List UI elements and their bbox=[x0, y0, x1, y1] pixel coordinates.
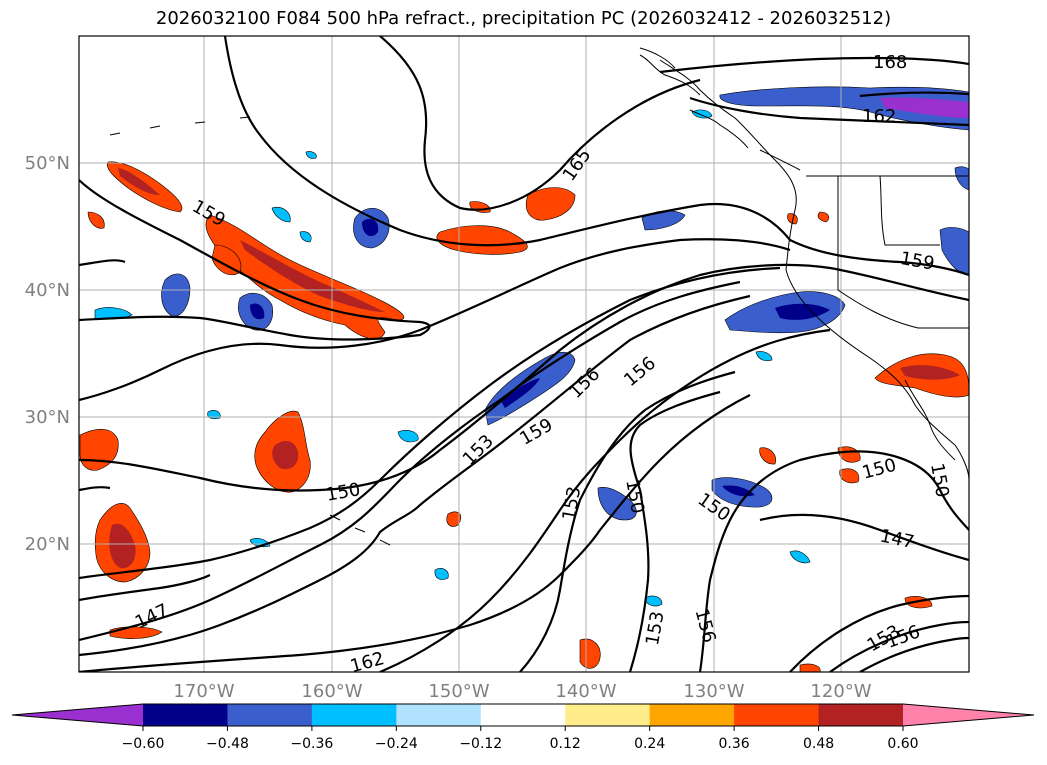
lon-label-160w: 160°W bbox=[301, 681, 362, 702]
colorbar-label: 0.24 bbox=[634, 736, 665, 752]
map-area bbox=[79, 36, 969, 672]
lat-label-20n: 20°N bbox=[25, 534, 70, 555]
colorbar-label: −0.24 bbox=[375, 736, 418, 752]
colorbar-extend-min bbox=[12, 704, 143, 726]
lat-label-50n: 50°N bbox=[25, 153, 70, 174]
colorbar-segment bbox=[143, 704, 228, 726]
colorbar-label: −0.12 bbox=[459, 736, 502, 752]
lon-label-140w: 140°W bbox=[555, 681, 616, 702]
colorbar: −0.60 −0.48 −0.36 −0.24 −0.12 0.12 0.24 0.36 0.4… bbox=[11, 703, 1035, 752]
lat-label-30n: 30°N bbox=[25, 407, 70, 428]
map-frame bbox=[78, 35, 970, 673]
latitude-labels: 50°N 40°N 30°N 20°N bbox=[25, 153, 70, 555]
colorbar-label: 0.48 bbox=[803, 736, 834, 752]
colorbar-extend-max bbox=[903, 704, 1034, 726]
colorbar-segment bbox=[227, 704, 313, 726]
colorbar-segment bbox=[565, 704, 651, 726]
contour-label: 162 bbox=[862, 106, 896, 127]
colorbar-label: −0.48 bbox=[206, 736, 249, 752]
contour-label: 168 bbox=[873, 52, 907, 73]
longitude-labels: 170°W 160°W 150°W 140°W 130°W 120°W bbox=[173, 681, 871, 702]
colorbar-label: −0.36 bbox=[290, 736, 333, 752]
lon-label-150w: 150°W bbox=[428, 681, 489, 702]
lat-label-40n: 40°N bbox=[25, 280, 70, 301]
coastlines bbox=[109, 47, 969, 546]
lon-label-130w: 130°W bbox=[683, 681, 744, 702]
lon-label-170w: 170°W bbox=[173, 681, 234, 702]
colorbar-segment bbox=[396, 704, 482, 726]
colorbar-label: 0.12 bbox=[550, 736, 581, 752]
colorbar-label: 0.60 bbox=[887, 736, 918, 752]
colorbar-segment bbox=[818, 704, 904, 726]
colorbar-segment bbox=[480, 704, 566, 726]
colorbar-label: −0.60 bbox=[122, 736, 165, 752]
colorbar-segment bbox=[649, 704, 735, 726]
colorbar-segment bbox=[311, 704, 397, 726]
colorbar-segment bbox=[734, 704, 820, 726]
lon-label-120w: 120°W bbox=[810, 681, 871, 702]
map-title: 2026032100 F084 500 hPa refract., precip… bbox=[155, 8, 892, 29]
colorbar-label: 0.36 bbox=[719, 736, 750, 752]
height-contours bbox=[79, 36, 969, 672]
